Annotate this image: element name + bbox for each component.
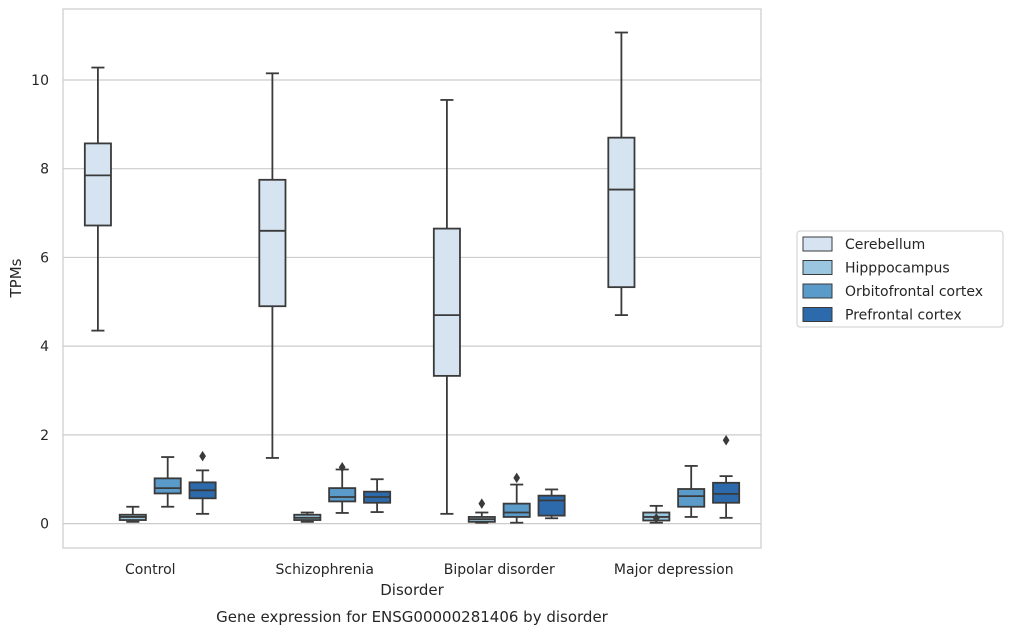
box-prefrontal-cortex-control <box>188 450 217 515</box>
outlier-point <box>722 434 730 446</box>
x-tick-label: Schizophrenia <box>276 562 374 578</box>
box-orbitofrontal-cortex-schizophrenia <box>328 462 357 514</box>
box-iqr <box>677 488 706 508</box>
box-hipppocampus-schizophrenia <box>293 511 322 523</box>
grid-lines <box>63 79 761 525</box>
outlier-point <box>513 472 521 484</box>
box-iqr <box>537 494 566 517</box>
outlier-point <box>478 498 486 509</box>
x-axis-label: Disorder <box>380 581 444 599</box>
legend-items: Cerebellum Hipppocampus Orbitofrontal cort… <box>802 236 983 324</box>
y-tick-label: 8 <box>40 162 49 178</box>
box-hipppocampus-major-depression <box>642 504 671 524</box>
box-iqr <box>502 502 531 518</box>
box-orbitofrontal-cortex-major-depression <box>677 465 706 518</box>
box-hipppocampus-control <box>118 505 147 523</box>
box-orbitofrontal-cortex-bipolar-disorder <box>502 472 531 524</box>
x-tick-label: Major depression <box>614 562 734 578</box>
box-cerebellum-major-depression <box>607 31 636 316</box>
y-tick-label: 0 <box>40 517 49 533</box>
box-iqr <box>258 178 287 308</box>
legend-swatch <box>802 307 833 322</box>
x-tick-label: Bipolar disorder <box>444 562 555 578</box>
y-tick-label: 10 <box>31 73 49 89</box>
box-iqr <box>712 481 741 504</box>
box-hipppocampus-bipolar-disorder <box>467 498 496 524</box>
legend: Cerebellum Hipppocampus Orbitofrontal cort… <box>796 230 1004 328</box>
legend-frame <box>796 230 1004 328</box>
box-prefrontal-cortex-major-depression <box>712 434 741 519</box>
x-axis-ticks: Control Schizophrenia Bipolar disorder Majo… <box>125 562 734 578</box>
box-iqr <box>607 136 636 289</box>
outlier-point <box>652 513 660 524</box>
box-plots <box>83 31 741 524</box>
outlier-point <box>199 450 206 462</box>
x-tick-label: Control <box>125 562 176 578</box>
box-iqr <box>83 142 112 227</box>
legend-swatch <box>802 283 833 299</box>
y-axis-label: TPMs <box>7 258 25 298</box>
legend-swatch <box>802 236 833 252</box>
plot-area-frame <box>62 8 762 549</box>
box-cerebellum-schizophrenia <box>258 72 287 459</box>
y-tick-label: 4 <box>40 339 49 355</box>
y-axis-ticks: 0 2 4 6 8 10 <box>31 73 49 533</box>
chart-title: Gene expression for ENSG00000281406 by d… <box>216 608 609 626</box>
legend-label: Hipppocampus <box>845 261 950 277</box>
outlier-point <box>338 462 346 473</box>
legend-label: Orbitofrontal cortex <box>845 284 983 300</box>
box-iqr <box>432 227 461 377</box>
box-prefrontal-cortex-schizophrenia <box>363 478 392 513</box>
box-iqr <box>153 477 182 495</box>
legend-label: Prefrontal cortex <box>845 308 962 324</box>
box-iqr <box>328 487 357 503</box>
box-orbitofrontal-cortex-control <box>153 456 182 508</box>
box-prefrontal-cortex-bipolar-disorder <box>537 488 566 520</box>
box-cerebellum-bipolar-disorder <box>432 99 461 515</box>
y-tick-label: 2 <box>40 428 49 444</box>
box-cerebellum-control <box>83 66 112 332</box>
legend-swatch <box>802 260 833 275</box>
y-tick-label: 6 <box>40 250 49 266</box>
legend-label: Cerebellum <box>845 237 925 253</box>
